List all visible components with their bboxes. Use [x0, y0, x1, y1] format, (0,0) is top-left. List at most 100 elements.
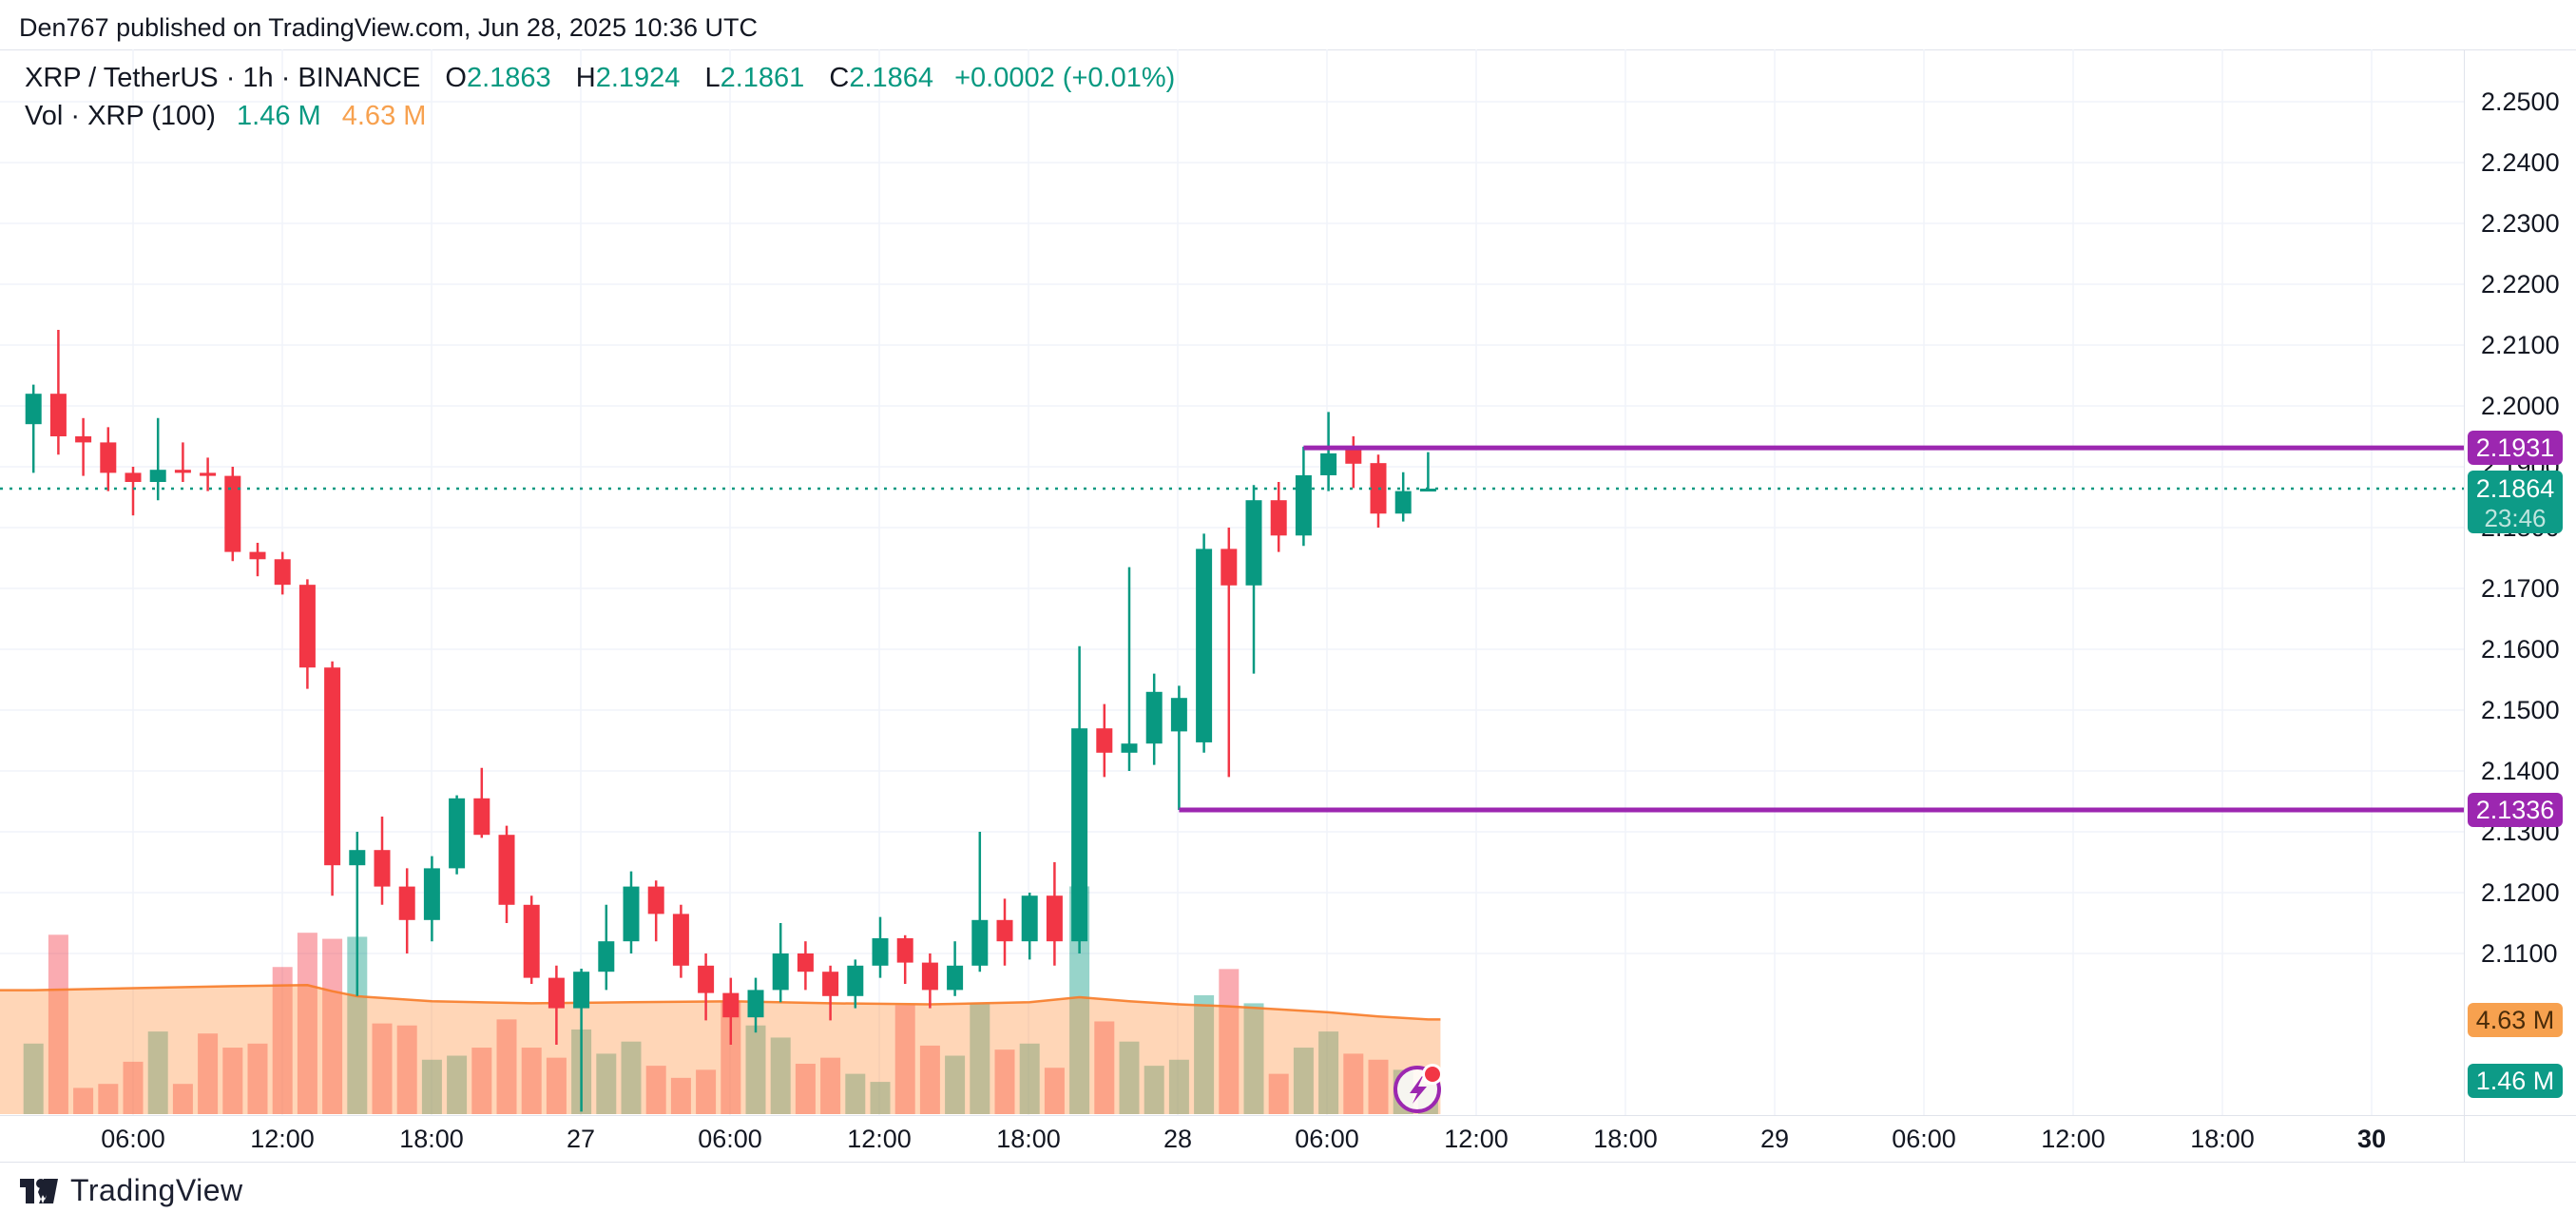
- price-axis-label: 2.1500: [2481, 696, 2560, 724]
- volume-bar: [322, 938, 343, 1114]
- candle-body: [274, 559, 291, 586]
- time-axis-label: 06:00: [101, 1125, 165, 1153]
- volume-bar: [870, 1082, 891, 1114]
- volume-bar: [546, 1057, 567, 1114]
- volume-bar: [172, 1084, 193, 1114]
- candle-body: [822, 972, 839, 996]
- flash-icon[interactable]: [1390, 1061, 1447, 1118]
- price-axis-label: 2.2400: [2481, 148, 2560, 177]
- volume-bar: [745, 1025, 766, 1114]
- volume-bar: [48, 934, 68, 1114]
- volume-bar: [1194, 994, 1215, 1114]
- candle-body: [797, 953, 814, 972]
- candle-body: [75, 436, 92, 443]
- candle-body: [498, 835, 515, 905]
- volume-bar: [396, 1025, 417, 1114]
- volume-bar: [147, 1031, 168, 1114]
- candle-body: [523, 904, 540, 978]
- volume-legend[interactable]: Vol · XRP (100) 1.46 M 4.63 M: [25, 101, 426, 132]
- symbol-legend[interactable]: XRP / TetherUS · 1h · BINANCE O2.1863 H2…: [25, 63, 1175, 94]
- candle-body: [174, 470, 191, 473]
- price-level-badge-low: 2.1336: [2468, 793, 2563, 827]
- volume-bar: [970, 1003, 990, 1114]
- volume-bar: [73, 1088, 94, 1114]
- volume-bar: [696, 1069, 717, 1114]
- close-value: 2.1864: [849, 63, 934, 93]
- volume-bar: [1044, 1068, 1065, 1114]
- volume-bar: [1293, 1048, 1314, 1114]
- price-axis-label: 2.1400: [2481, 757, 2560, 785]
- price-axis-label: 2.2000: [2481, 392, 2560, 420]
- candle-body: [1170, 698, 1187, 732]
- time-axis-label: 12:00: [250, 1125, 315, 1153]
- volume-bar: [820, 1057, 841, 1114]
- open-label: O: [445, 63, 467, 93]
- volume-bar: [596, 1053, 617, 1114]
- tradingview-wordmark: TradingView: [70, 1173, 243, 1207]
- time-axis-bottom-border: [0, 1162, 2576, 1163]
- candle-body: [1295, 474, 1312, 536]
- candle-body: [1196, 549, 1213, 742]
- volume-bar: [1343, 1053, 1364, 1114]
- volume-bar: [621, 1041, 642, 1114]
- candle-body: [996, 919, 1013, 942]
- volume-bar: [297, 933, 317, 1114]
- volume-bar: [1243, 1003, 1264, 1114]
- price-axis-label: 2.1100: [2481, 939, 2558, 968]
- volume-bar: [1094, 1021, 1115, 1114]
- pane-top-border: [0, 49, 2576, 50]
- candle-body: [1270, 500, 1287, 536]
- candle-body: [249, 551, 266, 560]
- candle-body: [149, 470, 166, 482]
- volume-current-value: 1.46 M: [237, 101, 321, 131]
- volume-bar: [845, 1073, 866, 1114]
- volume-ma-value: 4.63 M: [341, 101, 427, 131]
- volume-bar: [447, 1055, 468, 1114]
- time-axis-label: 06:00: [698, 1125, 762, 1153]
- time-axis-label: 06:00: [1295, 1125, 1359, 1153]
- candle-body: [1071, 728, 1088, 942]
- volume-bar: [994, 1049, 1015, 1114]
- symbol-title[interactable]: XRP / TetherUS · 1h · BINANCE: [25, 63, 421, 93]
- time-axis-label: 29: [1759, 1125, 1790, 1153]
- chart-canvas[interactable]: [0, 49, 2464, 1162]
- volume-bar: [123, 1061, 144, 1114]
- candle-body: [598, 941, 615, 972]
- volume-bar: [421, 1059, 442, 1114]
- time-axis-label: 18:00: [399, 1125, 464, 1153]
- published-byline: Den767 published on TradingView.com, Jun…: [19, 13, 759, 42]
- candle-body: [1121, 743, 1138, 753]
- candle-body: [623, 886, 640, 942]
- candle-body: [49, 394, 67, 436]
- volume-bar: [347, 936, 368, 1114]
- candle-body: [473, 798, 490, 836]
- close-label: C: [829, 63, 850, 93]
- price-axis-label: 2.1200: [2481, 878, 2560, 907]
- volume-bar: [272, 967, 293, 1114]
- time-axis-label: 12:00: [847, 1125, 912, 1153]
- volume-bar: [1144, 1066, 1164, 1114]
- price-axis-label: 2.1600: [2481, 635, 2560, 664]
- candle-body: [200, 472, 217, 476]
- candle-body: [1046, 895, 1063, 942]
- time-axis-label: 30: [2356, 1125, 2387, 1153]
- candle-body: [374, 850, 391, 887]
- candle-body: [349, 850, 366, 866]
- volume-bar: [1318, 1031, 1339, 1114]
- candle-body: [1394, 491, 1412, 514]
- current-price-value: 2.1864: [2475, 474, 2555, 503]
- time-axis-label: 18:00: [1593, 1125, 1658, 1153]
- volume-bar: [98, 1084, 119, 1114]
- low-label: L: [704, 63, 721, 93]
- candle-body: [25, 394, 42, 425]
- bar-countdown: 23:46: [2484, 504, 2547, 532]
- candle-body: [847, 965, 864, 996]
- volume-bar: [198, 1033, 219, 1114]
- volume-bar: [222, 1048, 243, 1114]
- time-axis-label: 06:00: [1892, 1125, 1956, 1153]
- tradingview-logo[interactable]: TradingView: [19, 1173, 243, 1208]
- current-price-badge: 2.1864 23:46: [2468, 471, 2563, 533]
- candle-body: [298, 585, 316, 668]
- candle-body: [921, 962, 938, 991]
